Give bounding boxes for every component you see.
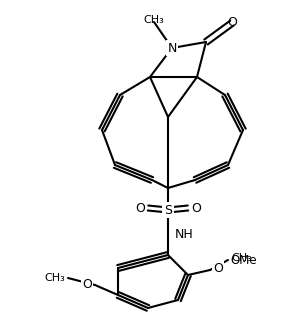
Text: OMe: OMe [230,254,256,266]
Text: O: O [213,262,223,274]
Text: CH₃: CH₃ [144,15,164,25]
Text: NH: NH [175,229,194,241]
Text: O: O [191,201,201,215]
Text: O: O [135,201,145,215]
Text: O: O [227,16,237,30]
Text: O: O [82,279,92,291]
Text: S: S [164,204,172,216]
Text: N: N [167,41,177,55]
Text: CH₃: CH₃ [231,253,252,263]
Text: CH₃: CH₃ [44,273,65,283]
